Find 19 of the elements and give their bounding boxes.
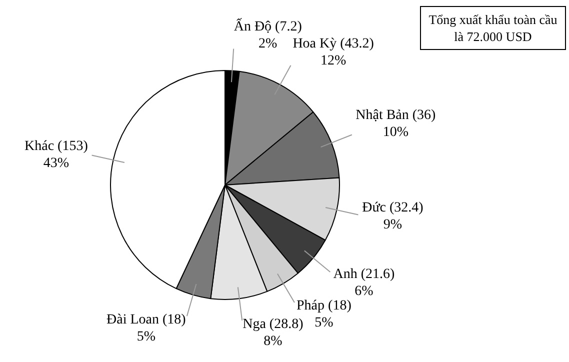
data-label: 5% — [136, 330, 156, 345]
slice-label: Khác (153) — [24, 139, 88, 154]
data-label: 2% — [258, 36, 278, 52]
slice-label: Nhật Bản (36) — [356, 108, 436, 123]
data-label: 6% — [354, 284, 374, 300]
text: Tổng xuất khẩu toàn cầu là 72.000 USD — [420, 6, 566, 50]
slice-label: Hoa Kỳ (43.2) — [292, 36, 374, 52]
slice-label: Nga (28.8) — [242, 317, 304, 332]
slice-label: Đài Loan (18) — [106, 312, 186, 328]
slice-label: Pháp (18) — [296, 298, 352, 314]
slice-label: Anh (21.6) — [333, 267, 396, 282]
data-label: 5% — [314, 316, 334, 331]
data-label: 12% — [320, 54, 346, 69]
data-label: 9% — [383, 217, 402, 232]
slice-label: Ấn Độ (7.2) — [234, 17, 302, 34]
data-label: 43% — [43, 156, 70, 172]
data-label: 10% — [382, 124, 409, 140]
slice-label: Đức (32.4) — [362, 200, 424, 216]
data-label: 8% — [264, 334, 283, 350]
